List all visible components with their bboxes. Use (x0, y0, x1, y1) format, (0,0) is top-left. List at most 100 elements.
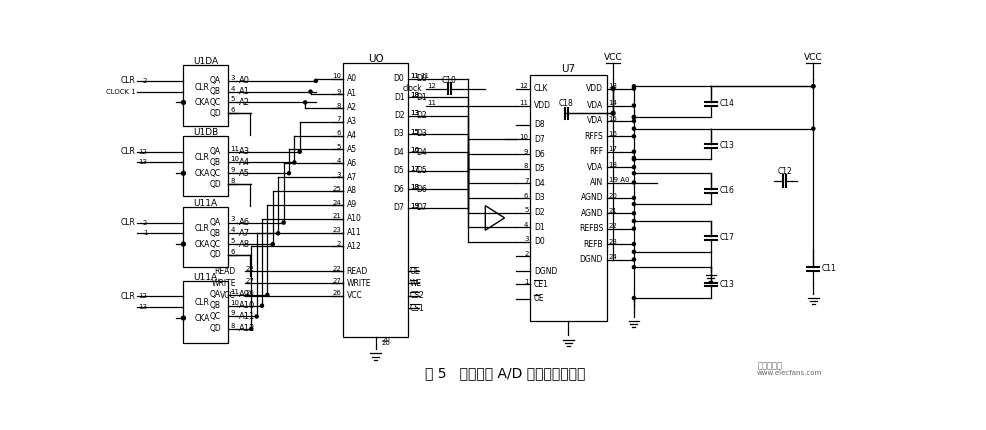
Text: QD: QD (210, 250, 222, 259)
Circle shape (271, 243, 274, 246)
Text: C13: C13 (720, 141, 735, 150)
Text: C16: C16 (720, 186, 735, 195)
Text: OE: OE (410, 267, 420, 276)
Circle shape (277, 232, 280, 235)
Text: 13: 13 (410, 110, 419, 116)
Text: CE1: CE1 (533, 280, 548, 289)
Text: RFF: RFF (589, 147, 603, 156)
Text: 20: 20 (382, 338, 390, 343)
Text: D2: D2 (416, 111, 427, 120)
Text: REFB: REFB (584, 240, 603, 249)
Circle shape (282, 221, 285, 224)
Text: 10: 10 (332, 73, 341, 79)
Text: QA: QA (210, 290, 221, 299)
Text: 10: 10 (231, 300, 240, 306)
Text: 24: 24 (608, 254, 617, 260)
Circle shape (298, 150, 302, 153)
Text: CLR: CLR (194, 298, 209, 307)
Text: QB: QB (210, 229, 221, 238)
Text: 11: 11 (421, 73, 430, 79)
Circle shape (309, 90, 312, 93)
Text: A6: A6 (239, 218, 250, 227)
Text: 4: 4 (231, 86, 235, 92)
Text: 7: 7 (337, 117, 341, 123)
Text: A4: A4 (347, 131, 357, 140)
Text: D4: D4 (393, 148, 404, 157)
Circle shape (632, 120, 635, 123)
Text: A1: A1 (239, 87, 249, 96)
Text: 5: 5 (524, 207, 528, 213)
Circle shape (632, 250, 635, 253)
Text: 26: 26 (246, 290, 254, 296)
Text: C10: C10 (442, 76, 457, 85)
Text: A8: A8 (347, 187, 357, 196)
Text: 9: 9 (231, 167, 235, 173)
Text: 19: 19 (410, 203, 419, 209)
Circle shape (632, 197, 635, 200)
Text: REFBS: REFBS (579, 224, 603, 233)
Text: 5: 5 (231, 238, 235, 244)
Circle shape (249, 327, 252, 330)
Text: A8: A8 (239, 240, 250, 249)
Text: 22: 22 (608, 224, 617, 229)
Text: 12: 12 (138, 149, 147, 155)
Text: D3: D3 (416, 129, 427, 138)
Text: A5: A5 (347, 145, 357, 154)
Text: CKA: CKA (194, 313, 210, 322)
Text: 8: 8 (524, 163, 528, 169)
Text: 19 A0: 19 A0 (608, 177, 629, 183)
Text: D6: D6 (393, 185, 404, 194)
Text: A10: A10 (347, 214, 362, 223)
Text: CKA: CKA (194, 240, 210, 249)
Text: 10: 10 (231, 157, 240, 163)
Text: 23: 23 (332, 227, 341, 233)
Text: CLR: CLR (194, 224, 209, 233)
Text: OE: OE (533, 294, 544, 303)
Text: 2: 2 (143, 78, 147, 84)
Circle shape (260, 304, 263, 307)
Text: 27: 27 (246, 278, 254, 284)
Text: D4: D4 (416, 148, 427, 157)
Circle shape (632, 166, 635, 169)
Circle shape (811, 85, 814, 88)
Text: VCC: VCC (220, 291, 236, 300)
Text: CLR: CLR (121, 292, 136, 301)
Text: A6: A6 (347, 159, 357, 168)
Circle shape (632, 258, 635, 261)
Text: D7: D7 (393, 203, 404, 212)
Circle shape (632, 227, 635, 230)
Text: 5: 5 (231, 96, 235, 102)
Text: U1DA: U1DA (193, 57, 218, 66)
Text: 18: 18 (410, 184, 419, 190)
Text: A1: A1 (347, 89, 357, 98)
Text: 21: 21 (332, 213, 341, 219)
Circle shape (632, 212, 635, 215)
Text: D8: D8 (533, 120, 544, 129)
Circle shape (632, 296, 635, 300)
Circle shape (181, 101, 185, 104)
Text: D1: D1 (393, 92, 404, 101)
Circle shape (293, 161, 296, 164)
Text: D0: D0 (416, 74, 427, 83)
Text: A2: A2 (347, 103, 357, 112)
Text: 27: 27 (332, 278, 341, 284)
Circle shape (181, 316, 185, 320)
Text: 电子发烧友: 电子发烧友 (757, 361, 782, 370)
Text: 16: 16 (608, 131, 617, 137)
Circle shape (632, 158, 635, 161)
Text: 3: 3 (231, 216, 235, 222)
Text: D6: D6 (533, 150, 544, 159)
Text: 5: 5 (337, 144, 341, 150)
Text: VCC: VCC (804, 53, 822, 62)
Text: 3: 3 (337, 172, 341, 178)
Text: D4: D4 (533, 179, 544, 188)
Text: AGND: AGND (581, 209, 603, 218)
Text: QA: QA (210, 218, 221, 227)
Text: 8: 8 (231, 178, 235, 184)
Text: 15: 15 (608, 116, 617, 122)
Text: C13: C13 (720, 280, 735, 289)
Circle shape (632, 266, 635, 269)
Text: QD: QD (210, 324, 222, 333)
Text: 15: 15 (410, 129, 419, 135)
Text: A0: A0 (239, 77, 249, 86)
